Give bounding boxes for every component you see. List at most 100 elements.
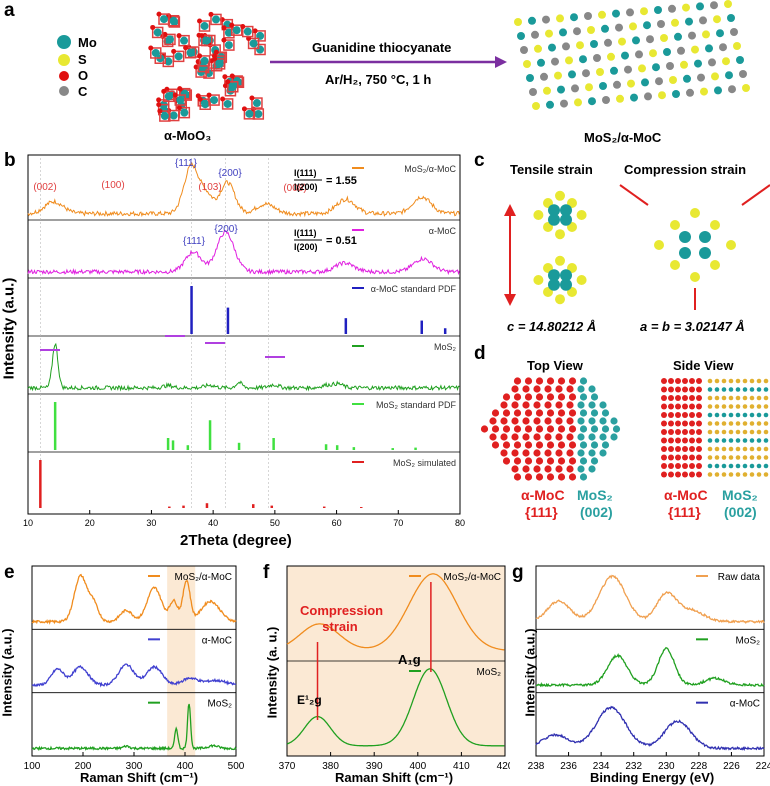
lattice-atom	[590, 441, 599, 449]
side-moc-atom	[696, 446, 702, 452]
panel-b-label: b	[4, 150, 16, 171]
atom	[652, 63, 660, 72]
legend-label: MoS₂	[477, 667, 502, 678]
side-mos2-atom	[763, 395, 769, 401]
side-mos2-atom	[756, 395, 762, 401]
o-atom	[241, 106, 247, 112]
atom	[696, 2, 704, 11]
s-atom	[576, 275, 587, 285]
lattice-atom	[557, 457, 566, 465]
side-mos2-atom	[707, 421, 713, 426]
spectrum-line	[31, 703, 237, 752]
atom	[682, 3, 690, 12]
o-atom	[197, 18, 203, 24]
atom	[671, 18, 679, 27]
legend-label: MoS₂	[208, 699, 233, 710]
s-atom	[670, 220, 680, 230]
side-mos2-atom	[735, 378, 741, 384]
spectrum-line	[535, 574, 765, 624]
side-mos2-atom	[756, 429, 762, 435]
atom	[576, 41, 584, 50]
side-moc-atom	[661, 437, 667, 444]
atom	[514, 18, 522, 26]
lattice-atom	[555, 417, 563, 425]
lattice-atom	[544, 433, 552, 441]
ratio-value: = 0.51	[326, 235, 357, 247]
legend-o: O	[78, 68, 89, 83]
atom	[574, 98, 582, 107]
mo-atom	[200, 56, 209, 65]
top-mos2-label: MoS₂	[577, 487, 613, 503]
side-mos2-atom	[721, 412, 727, 418]
xrd-peak-label: (002)	[33, 182, 56, 193]
atom	[601, 24, 609, 33]
lattice-atom	[491, 425, 500, 433]
side-moc-atom	[675, 463, 681, 469]
atom	[532, 102, 540, 110]
side-mos2-atom	[763, 438, 769, 443]
lattice-atom	[513, 377, 522, 385]
raman-e-chart: MoS₂/α-MoC α-MoC MoS₂ 100 200 300 400 500	[24, 565, 245, 772]
atom	[638, 64, 646, 73]
side-mos2-atom	[707, 395, 713, 401]
moo3-name: α-MoO₃	[164, 128, 212, 143]
atom	[588, 97, 596, 106]
lattice-atom	[588, 449, 596, 457]
atom	[615, 23, 623, 32]
lattice-atom	[544, 417, 552, 425]
lattice-atom	[588, 465, 596, 473]
side-moc-atom	[675, 471, 681, 478]
o-atom	[172, 92, 178, 98]
mo-atom	[165, 35, 174, 44]
side-mos2-atom	[707, 472, 713, 477]
atom	[599, 82, 607, 90]
side-mos2-facet: (002)	[724, 504, 757, 520]
side-moc-atom	[696, 429, 702, 435]
side-mos2-atom	[721, 446, 727, 452]
lattice-atom	[577, 465, 585, 473]
ratio-denominator: I(200)	[294, 182, 318, 192]
mos2-moc-crystal-image	[514, 0, 750, 110]
mo-atom-icon	[57, 35, 71, 49]
spectrum-line	[31, 663, 237, 688]
atom	[585, 83, 593, 92]
o-atom	[176, 33, 182, 39]
atom	[742, 84, 750, 92]
mo-atom	[159, 15, 168, 24]
side-moc-atom	[675, 412, 681, 418]
lattice-atom	[522, 385, 530, 393]
mo-atom	[180, 108, 189, 117]
atom	[680, 60, 688, 69]
atom	[666, 62, 674, 70]
x-tick-label: 300	[126, 761, 143, 772]
raman-e-x-axis-label: Raman Shift (cm⁻¹)	[80, 770, 199, 785]
panel-c-label: c	[474, 150, 485, 171]
atom	[520, 46, 528, 54]
o-atom	[161, 88, 167, 94]
mo-atom	[174, 52, 183, 61]
lattice-atom	[579, 409, 588, 417]
side-mos2-atom	[756, 438, 762, 443]
lattice-atom	[579, 441, 588, 449]
s-atom	[670, 260, 680, 270]
side-moc-atom	[661, 386, 667, 393]
atom	[649, 49, 657, 58]
side-moc-atom	[675, 454, 681, 461]
lattice-atom	[555, 433, 563, 441]
side-mos2-atom	[742, 438, 748, 443]
x-tick-label: 100	[24, 761, 41, 772]
x-tick-label: 500	[228, 761, 245, 772]
atom	[596, 68, 604, 76]
side-mos2-atom	[707, 463, 713, 469]
side-mos2-atom	[728, 378, 734, 384]
atom	[573, 27, 581, 36]
atom	[621, 51, 629, 60]
atom	[559, 28, 567, 37]
lattice-atom	[502, 457, 511, 465]
side-moc-atom	[689, 403, 695, 410]
lattice-atom	[511, 401, 519, 409]
lattice-atom	[535, 473, 544, 481]
s-atom	[555, 294, 565, 305]
lattice-atom	[524, 393, 533, 401]
o-atom	[156, 97, 162, 103]
